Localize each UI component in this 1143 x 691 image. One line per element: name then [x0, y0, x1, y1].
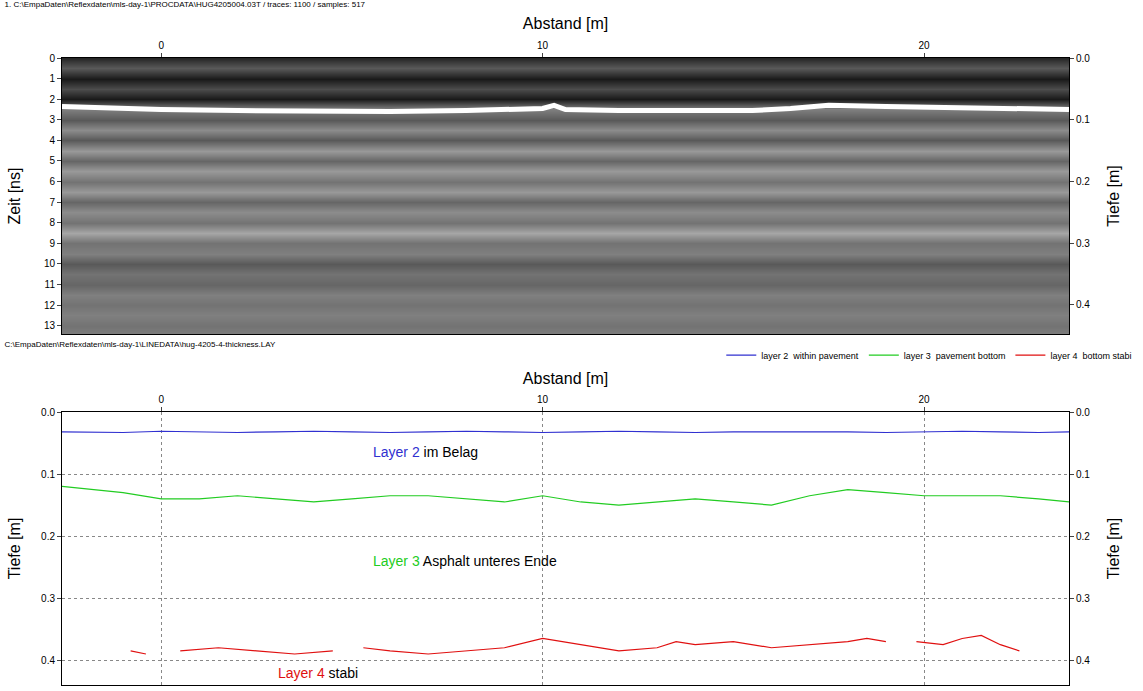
svg-text:0.0: 0.0 [1076, 407, 1090, 418]
svg-text:20: 20 [918, 40, 930, 51]
svg-text:12: 12 [44, 300, 56, 311]
svg-text:6: 6 [49, 176, 55, 187]
svg-text:5: 5 [49, 155, 55, 166]
svg-text:0.4: 0.4 [1076, 299, 1090, 310]
svg-text:Tiefe [m]: Tiefe [m] [1105, 518, 1122, 580]
svg-text:10: 10 [44, 258, 56, 269]
svg-text:0.3: 0.3 [1076, 593, 1090, 604]
svg-text:0.3: 0.3 [1076, 238, 1090, 249]
svg-text:1. C:\EmpaDaten\Reflexdaten\ml: 1. C:\EmpaDaten\Reflexdaten\mls-day-1\PR… [5, 0, 366, 9]
svg-text:4: 4 [49, 135, 55, 146]
svg-text:20: 20 [918, 394, 930, 405]
svg-text:0.3: 0.3 [41, 593, 55, 604]
svg-text:layer 4 bottom stabi: layer 4 bottom stabi [1050, 351, 1131, 361]
svg-text:2: 2 [49, 94, 55, 105]
svg-text:11: 11 [45, 279, 56, 290]
svg-text:10: 10 [537, 394, 549, 405]
svg-text:0.2: 0.2 [1076, 176, 1090, 187]
svg-text:Abstand [m]: Abstand [m] [523, 15, 608, 32]
svg-text:9: 9 [49, 238, 55, 249]
svg-text:0.1: 0.1 [41, 469, 55, 480]
svg-text:0: 0 [49, 53, 55, 64]
svg-text:0.0: 0.0 [1076, 53, 1090, 64]
svg-text:Layer 4 stabi: Layer 4 stabi [278, 665, 358, 681]
svg-text:13: 13 [44, 320, 56, 331]
svg-text:0: 0 [158, 40, 164, 51]
svg-text:0: 0 [158, 394, 164, 405]
svg-text:0.0: 0.0 [41, 407, 55, 418]
svg-text:Tiefe [m]: Tiefe [m] [6, 518, 23, 580]
svg-text:Abstand [m]: Abstand [m] [523, 370, 608, 387]
svg-text:0.1: 0.1 [1076, 114, 1090, 125]
svg-text:0.1: 0.1 [1076, 469, 1090, 480]
svg-text:10: 10 [537, 40, 549, 51]
svg-text:0.2: 0.2 [1076, 531, 1090, 542]
svg-text:layer 3 pavement bottom: layer 3 pavement bottom [904, 351, 1006, 361]
svg-text:1: 1 [49, 73, 55, 84]
svg-text:C:\EmpaDaten\Reflexdaten\mls-d: C:\EmpaDaten\Reflexdaten\mls-day-1\LINED… [5, 340, 276, 349]
svg-text:8: 8 [49, 217, 55, 228]
svg-text:layer 2 within pavement: layer 2 within pavement [761, 351, 859, 361]
svg-text:0.4: 0.4 [41, 655, 55, 666]
svg-text:0.4: 0.4 [1076, 655, 1090, 666]
svg-text:Tiefe [m]: Tiefe [m] [1105, 165, 1122, 227]
svg-text:7: 7 [49, 197, 55, 208]
svg-text:Layer 2 im Belag: Layer 2 im Belag [373, 444, 478, 460]
svg-text:Zeit [ns]: Zeit [ns] [6, 168, 23, 225]
svg-text:0.2: 0.2 [41, 531, 55, 542]
svg-text:Layer 3 Asphalt unteres Ende: Layer 3 Asphalt unteres Ende [373, 553, 557, 569]
svg-text:3: 3 [49, 114, 55, 125]
